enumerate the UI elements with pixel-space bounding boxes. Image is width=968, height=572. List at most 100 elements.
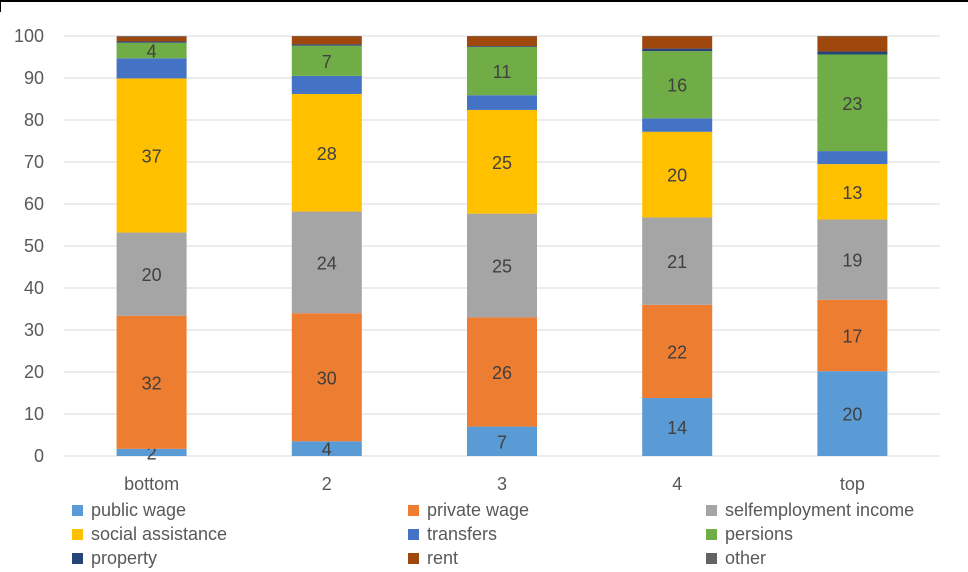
- bar-segment: [116, 36, 187, 42]
- bar-segment: [467, 213, 537, 318]
- legend-label: social assistance: [91, 523, 228, 544]
- bar-segment: [291, 36, 362, 45]
- legend-item: transfers: [408, 522, 497, 546]
- y-tick-label: 20: [24, 362, 44, 382]
- legend-label: private wage: [427, 499, 530, 520]
- y-tick-label: 80: [24, 110, 44, 130]
- x-tick-label: top: [840, 474, 865, 494]
- y-tick-label: 100: [14, 26, 44, 46]
- data-label: 20: [842, 405, 862, 425]
- y-tick-label: 90: [24, 68, 44, 88]
- legend-swatch: [706, 504, 717, 516]
- stacked-bar-chart: 010203040506070809010023220374bottom4302…: [14, 26, 940, 494]
- bar-segment: [642, 131, 713, 218]
- bar-segment: [642, 36, 713, 49]
- data-label: 11: [493, 62, 512, 82]
- data-label: 4: [147, 41, 157, 61]
- legend-item: property: [72, 546, 157, 570]
- bar-segment: [291, 93, 362, 212]
- data-label: 14: [667, 418, 687, 438]
- legend-label: persions: [725, 523, 794, 544]
- bar-segment: [291, 45, 362, 76]
- bar-segment: [642, 51, 713, 119]
- legend-swatch: [408, 504, 419, 516]
- data-label: 26: [492, 363, 512, 383]
- legend-swatch: [72, 504, 83, 516]
- bar-segment: [817, 54, 888, 152]
- bar-segment: [817, 299, 888, 372]
- bar-segment: [467, 95, 537, 110]
- bar-segment: [467, 46, 537, 96]
- bar-segment: [467, 36, 537, 47]
- bar-segment: [116, 41, 187, 43]
- bar-segment: [291, 75, 362, 94]
- bar-segment: [467, 317, 537, 427]
- bar-segment: [642, 217, 713, 305]
- legend-item: social assistance: [72, 522, 227, 546]
- legend-label: selfemployment income: [725, 499, 915, 520]
- data-label: 25: [492, 153, 512, 173]
- bar-segment: [116, 78, 187, 233]
- data-label: 20: [667, 166, 687, 186]
- bar-segment: [291, 313, 362, 442]
- data-label: 32: [142, 373, 162, 393]
- legend-swatch: [72, 528, 83, 540]
- bar-segment: [642, 118, 713, 132]
- legend-swatch: [408, 552, 419, 564]
- bar-segment: [642, 398, 713, 456]
- y-tick-label: 70: [24, 152, 44, 172]
- y-tick-label: 60: [24, 194, 44, 214]
- legend-item: persions: [706, 522, 793, 546]
- bar-segment: [291, 211, 362, 314]
- data-label: 20: [142, 265, 162, 285]
- bar-segment: [467, 46, 537, 47]
- legend-item: selfemployment income: [706, 498, 914, 522]
- x-tick-label: 3: [497, 474, 507, 494]
- bar-segment: [817, 219, 888, 300]
- legend-label: rent: [427, 547, 459, 568]
- data-label: 37: [142, 146, 162, 166]
- legend-item: public wage: [72, 498, 186, 522]
- data-label: 2: [147, 443, 157, 463]
- legend-swatch: [706, 552, 717, 564]
- top-border: [0, 0, 968, 2]
- x-tick-label: 2: [322, 474, 332, 494]
- y-tick-label: 10: [24, 404, 44, 424]
- bar-segment: [116, 42, 187, 59]
- y-tick-label: 0: [34, 446, 44, 466]
- bar-segment: [116, 36, 187, 37]
- y-tick-label: 50: [24, 236, 44, 256]
- data-label: 19: [842, 251, 862, 271]
- legend-label: other: [725, 547, 767, 568]
- bar-segment: [817, 151, 888, 165]
- data-label: 23: [842, 94, 862, 114]
- bar-segment: [817, 51, 888, 55]
- data-label: 24: [317, 253, 337, 273]
- legend-label: transfers: [427, 523, 498, 544]
- data-label: 13: [842, 183, 862, 203]
- bar-segment: [116, 448, 187, 456]
- bar-segment: [291, 441, 362, 456]
- data-label: 17: [842, 326, 862, 346]
- data-label: 30: [317, 368, 337, 388]
- bar-segment: [642, 48, 713, 52]
- legend-item: private wage: [408, 498, 529, 522]
- bar-segment: [642, 304, 713, 399]
- bar-segment: [467, 109, 537, 214]
- data-label: 28: [317, 144, 337, 164]
- bar-segment: [116, 232, 187, 316]
- data-label: 21: [667, 252, 687, 272]
- legend-swatch: [706, 528, 717, 540]
- legend-swatch: [72, 552, 83, 564]
- legend-label: public wage: [91, 499, 187, 520]
- x-tick-label: 4: [672, 474, 682, 494]
- legend-item: other: [706, 546, 766, 570]
- data-label: 7: [322, 52, 332, 72]
- data-label: 25: [492, 257, 512, 277]
- bar-segment: [291, 44, 362, 46]
- y-tick-label: 40: [24, 278, 44, 298]
- legend: public wage private wage selfemployment in…: [72, 498, 962, 572]
- legend-item: rent: [408, 546, 458, 570]
- bar-segment: [817, 371, 888, 456]
